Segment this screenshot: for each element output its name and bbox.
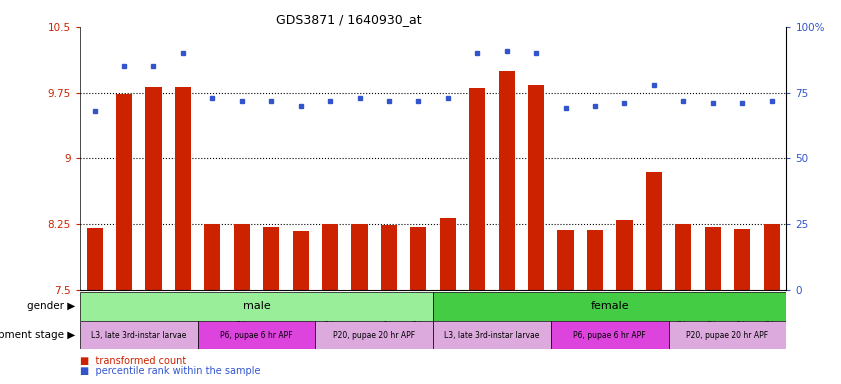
Bar <box>87 228 103 290</box>
Bar <box>558 230 574 290</box>
Text: L3, late 3rd-instar larvae: L3, late 3rd-instar larvae <box>444 331 540 339</box>
Bar <box>440 218 456 290</box>
Bar <box>669 321 786 349</box>
Text: ■  percentile rank within the sample: ■ percentile rank within the sample <box>80 366 261 376</box>
Bar <box>322 224 338 290</box>
Text: P20, pupae 20 hr APF: P20, pupae 20 hr APF <box>686 331 769 339</box>
Bar <box>469 88 485 290</box>
Bar <box>433 321 551 349</box>
Bar <box>116 94 132 290</box>
Bar <box>734 228 750 290</box>
Bar <box>204 224 220 290</box>
Bar <box>315 321 433 349</box>
Text: gender ▶: gender ▶ <box>28 301 76 311</box>
Bar <box>80 321 198 349</box>
Text: P6, pupae 6 hr APF: P6, pupae 6 hr APF <box>220 331 293 339</box>
Text: P6, pupae 6 hr APF: P6, pupae 6 hr APF <box>574 331 646 339</box>
Bar <box>764 224 780 290</box>
Bar <box>675 224 691 290</box>
Text: P20, pupae 20 hr APF: P20, pupae 20 hr APF <box>333 331 415 339</box>
Bar <box>198 321 315 349</box>
Title: GDS3871 / 1640930_at: GDS3871 / 1640930_at <box>276 13 421 26</box>
Bar <box>80 292 433 321</box>
Text: development stage ▶: development stage ▶ <box>0 330 76 340</box>
Text: female: female <box>590 301 629 311</box>
Bar <box>616 220 632 290</box>
Bar <box>705 227 721 290</box>
Bar <box>234 224 250 290</box>
Text: male: male <box>243 301 270 311</box>
Bar <box>293 231 309 290</box>
Bar <box>646 172 662 290</box>
Text: ■  transformed count: ■ transformed count <box>80 356 186 366</box>
Bar <box>352 224 368 290</box>
Bar <box>263 227 279 290</box>
Bar <box>381 225 397 290</box>
Bar <box>433 292 786 321</box>
Bar <box>175 86 191 290</box>
Bar <box>145 86 161 290</box>
Bar <box>410 227 426 290</box>
Bar <box>551 321 669 349</box>
Text: L3, late 3rd-instar larvae: L3, late 3rd-instar larvae <box>91 331 187 339</box>
Bar <box>499 71 515 290</box>
Bar <box>528 85 544 290</box>
Bar <box>587 230 603 290</box>
